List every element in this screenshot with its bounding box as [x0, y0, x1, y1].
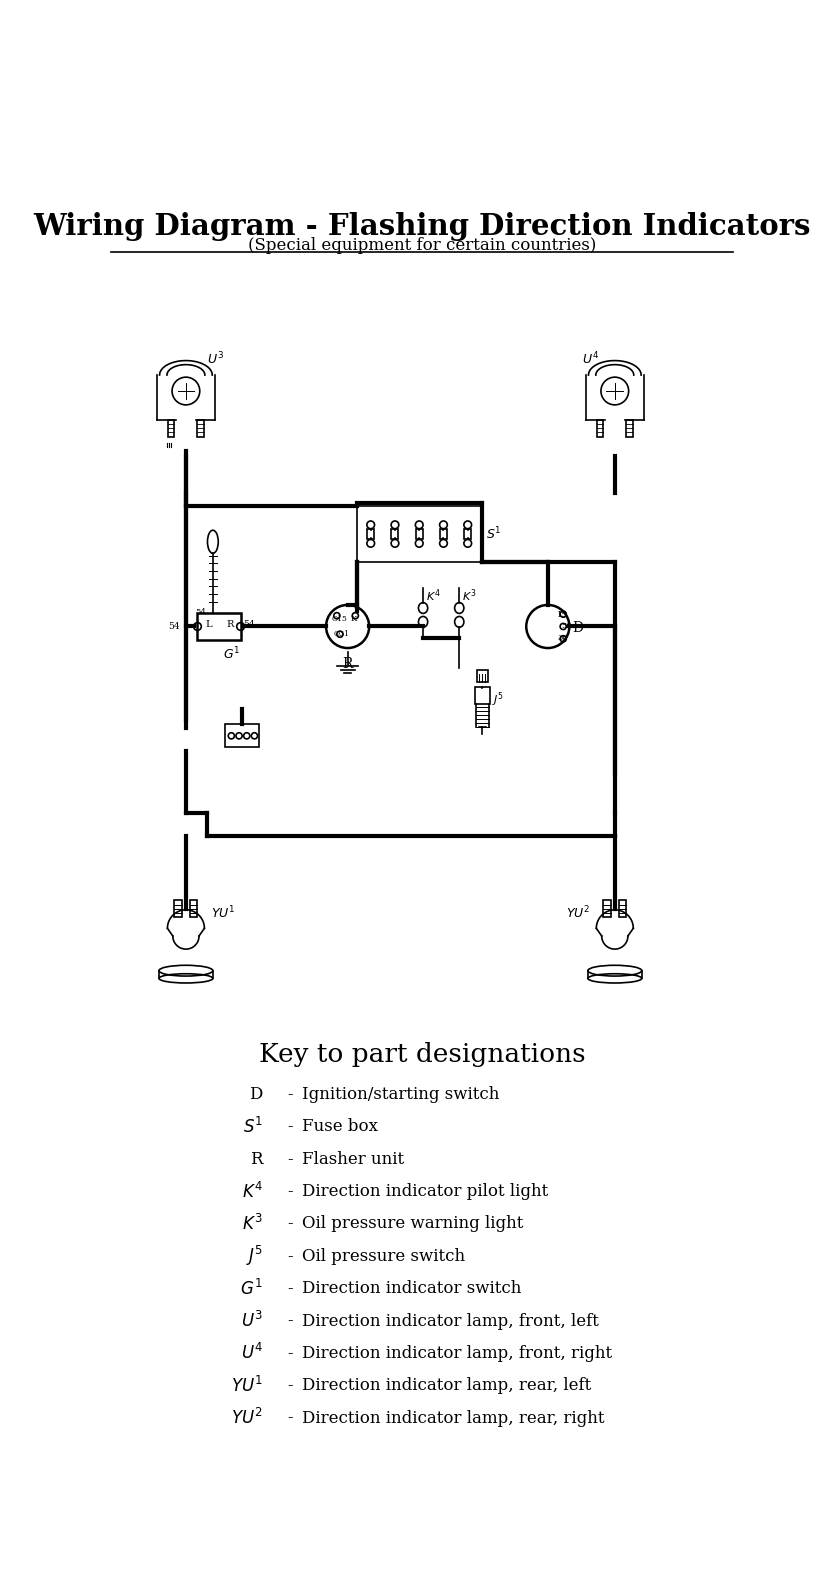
Text: -: -: [287, 1215, 293, 1232]
Text: K: K: [350, 615, 357, 623]
Bar: [440, 528, 447, 539]
Text: -: -: [287, 1280, 293, 1297]
Text: Oil pressure switch: Oil pressure switch: [302, 1248, 466, 1266]
Text: $YU^2$: $YU^2$: [231, 1407, 263, 1428]
Bar: [603, 900, 611, 917]
Text: -: -: [287, 1344, 293, 1362]
Bar: [198, 421, 204, 437]
Text: 54: 54: [169, 623, 180, 630]
Text: O31: O31: [334, 630, 349, 638]
Text: -: -: [287, 1086, 293, 1103]
Text: $YU^1$: $YU^1$: [211, 905, 235, 922]
Text: -: -: [287, 1184, 293, 1201]
Bar: [475, 687, 490, 704]
Text: 30: 30: [557, 634, 568, 641]
Text: $U^4$: $U^4$: [583, 350, 599, 367]
Text: R: R: [343, 657, 353, 671]
Text: $YU^1$: $YU^1$: [231, 1376, 263, 1396]
Text: $S^1$: $S^1$: [486, 526, 502, 542]
Text: 54: 54: [244, 621, 255, 629]
Text: L: L: [205, 619, 212, 629]
Text: Ignition/starting switch: Ignition/starting switch: [302, 1086, 499, 1103]
Text: $G^1$: $G^1$: [222, 646, 240, 662]
Bar: [464, 528, 471, 539]
Text: $K^4$: $K^4$: [242, 1182, 263, 1202]
Text: 15: 15: [557, 611, 568, 619]
Text: Direction indicator lamp, rear, right: Direction indicator lamp, rear, right: [302, 1409, 605, 1426]
Text: O15: O15: [332, 615, 348, 623]
Bar: [597, 421, 603, 437]
Text: Direction indicator lamp, front, right: Direction indicator lamp, front, right: [302, 1344, 612, 1362]
Bar: [357, 506, 481, 561]
Text: $U^3$: $U^3$: [208, 350, 224, 367]
Text: -: -: [287, 1150, 293, 1168]
Bar: [477, 670, 488, 682]
Text: Direction indicator lamp, front, left: Direction indicator lamp, front, left: [302, 1313, 599, 1330]
Text: $K^4$: $K^4$: [426, 588, 441, 604]
Text: D: D: [250, 1086, 263, 1103]
Text: Key to part designations: Key to part designations: [259, 1042, 586, 1067]
Text: Wiring Diagram - Flashing Direction Indicators: Wiring Diagram - Flashing Direction Indi…: [34, 213, 811, 241]
Bar: [190, 900, 198, 917]
Text: D: D: [573, 621, 583, 635]
Bar: [619, 900, 626, 917]
Bar: [175, 900, 182, 917]
Text: $U^4$: $U^4$: [241, 1343, 263, 1363]
Text: Flasher unit: Flasher unit: [302, 1150, 405, 1168]
Text: $J^5$: $J^5$: [492, 690, 503, 709]
Text: $G^1$: $G^1$: [241, 1278, 263, 1299]
Text: Direction indicator switch: Direction indicator switch: [302, 1280, 522, 1297]
Text: -: -: [287, 1409, 293, 1426]
Text: 50: 50: [562, 623, 573, 630]
Text: $K^3$: $K^3$: [242, 1214, 263, 1234]
Bar: [626, 421, 633, 437]
Text: (Special equipment for certain countries): (Special equipment for certain countries…: [248, 236, 597, 254]
Text: Fuse box: Fuse box: [302, 1119, 378, 1135]
Text: -: -: [287, 1119, 293, 1135]
Bar: [416, 528, 423, 539]
Text: -: -: [287, 1377, 293, 1395]
Text: Direction indicator pilot light: Direction indicator pilot light: [302, 1184, 549, 1201]
Bar: [225, 725, 259, 747]
Text: 54: 54: [195, 608, 206, 616]
Bar: [368, 528, 374, 539]
Text: R: R: [250, 1150, 263, 1168]
Bar: [168, 421, 175, 437]
Text: -: -: [287, 1248, 293, 1266]
Bar: [391, 528, 399, 539]
Text: R: R: [226, 619, 233, 629]
Text: -: -: [287, 1313, 293, 1330]
Text: $S^1$: $S^1$: [243, 1117, 263, 1136]
Text: $J^5$: $J^5$: [246, 1245, 263, 1269]
Text: $YU^2$: $YU^2$: [566, 905, 590, 922]
Text: Oil pressure warning light: Oil pressure warning light: [302, 1215, 523, 1232]
Text: Direction indicator lamp, rear, left: Direction indicator lamp, rear, left: [302, 1377, 592, 1395]
Text: $K^3$: $K^3$: [462, 588, 476, 604]
Bar: [198, 613, 241, 640]
Text: $U^3$: $U^3$: [241, 1311, 263, 1332]
